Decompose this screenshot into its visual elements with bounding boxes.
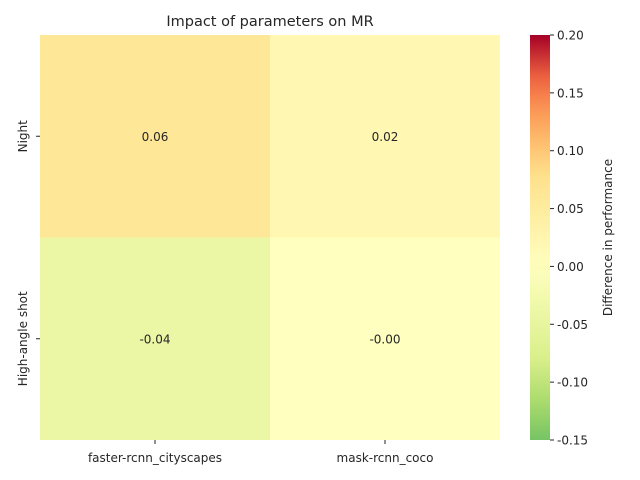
cell-value-label: -0.04: [139, 332, 170, 346]
colorbar-tick-label: 0.05: [557, 202, 584, 216]
x-axis: faster-rcnn_cityscapes mask-rcnn_coco: [88, 440, 434, 465]
y-axis: Night High-angle shot: [16, 120, 40, 386]
cell-value-label: 0.06: [142, 130, 169, 144]
y-tick-label: High-angle shot: [16, 291, 30, 386]
heatmap-cell: [270, 35, 500, 238]
colorbar-label: Difference in performance: [601, 159, 615, 316]
colorbar-tick-label: 0.10: [557, 144, 584, 158]
heatmap-cell: [40, 35, 270, 238]
colorbar-gradient: [530, 35, 550, 440]
colorbar-tick-label: -0.10: [557, 376, 588, 390]
colorbar-tick-label: 0.15: [557, 86, 584, 100]
cell-value-label: 0.02: [372, 130, 399, 144]
cell-value-label: -0.00: [369, 332, 400, 346]
colorbar-tick-label: -0.05: [557, 318, 588, 332]
colorbar-tick-label: 0.20: [557, 29, 584, 43]
colorbar-tick-label: -0.15: [557, 434, 588, 448]
heatmap-cell: [40, 237, 270, 440]
heatmap-cell: [270, 237, 500, 440]
x-tick-label: mask-rcnn_coco: [337, 451, 434, 465]
chart-title: Impact of parameters on MR: [166, 14, 373, 30]
y-tick-label: Night: [16, 120, 30, 153]
colorbar: -0.15 -0.10 -0.05 0.00 0.05 0.10 0.15 0.20 Diff…: [530, 29, 615, 448]
heatmap-cells: [40, 35, 500, 440]
heatmap-cell-labels: 0.06 0.02 -0.04 -0.00: [139, 130, 400, 347]
colorbar-ticks: -0.15 -0.10 -0.05 0.00 0.05 0.10 0.15 0.20: [550, 29, 588, 448]
x-tick-label: faster-rcnn_cityscapes: [88, 451, 222, 465]
colorbar-tick-label: 0.00: [557, 260, 584, 274]
